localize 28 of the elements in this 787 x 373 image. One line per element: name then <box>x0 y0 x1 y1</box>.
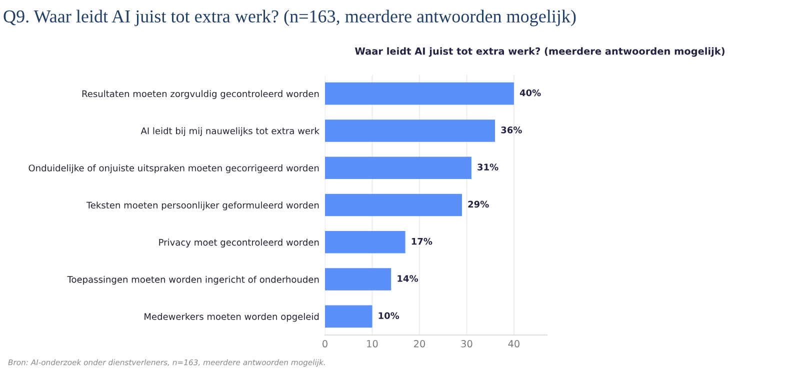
bar <box>325 305 372 328</box>
chart-subtitle: Waar leidt AI juist tot extra werk? (meerdere antwoorden mogelijk) <box>354 47 724 57</box>
data-label: 36% <box>501 126 522 134</box>
x-tick-label: 10 <box>367 340 378 348</box>
bar <box>325 231 406 254</box>
x-tick-label: 40 <box>508 340 520 348</box>
chart-title: Q9. Waar leidt AI juist tot extra werk? (n=163, meerdere antwoorden mogelijk) <box>4 10 576 26</box>
y-tick-label: AI leidt bij mij nauwelijks tot extra werk <box>140 127 320 136</box>
bar <box>325 194 462 216</box>
y-tick-label: Resultaten moeten zorgvuldig gecontroleerd worden <box>82 90 319 99</box>
y-tick-label: Medewerkers moeten worden opgeleid <box>144 313 319 322</box>
bar <box>325 120 496 142</box>
data-label: 29% <box>468 200 489 208</box>
data-label: 10% <box>378 312 400 320</box>
bar <box>325 268 392 290</box>
y-tick-label: Onduidelijke of onjuiste uitspraken moeten gecorrigeerd worden <box>28 164 319 174</box>
y-tick-label: Privacy moet gecontroleerd worden <box>159 238 319 248</box>
x-tick-label: 20 <box>414 340 426 348</box>
data-label: 17% <box>412 238 432 245</box>
data-label: 14% <box>398 275 418 282</box>
bar <box>325 156 472 179</box>
y-tick-label: Toepassingen moeten worden ingericht of onderhouden <box>67 276 319 285</box>
x-tick-label: 0 <box>322 340 328 348</box>
data-label: 40% <box>520 89 541 96</box>
x-tick-label: 30 <box>461 340 472 348</box>
y-tick-label: Teksten moeten persoonlijker geformuleerd worden <box>86 202 319 210</box>
data-label: 31% <box>478 164 498 170</box>
bar <box>325 82 514 105</box>
